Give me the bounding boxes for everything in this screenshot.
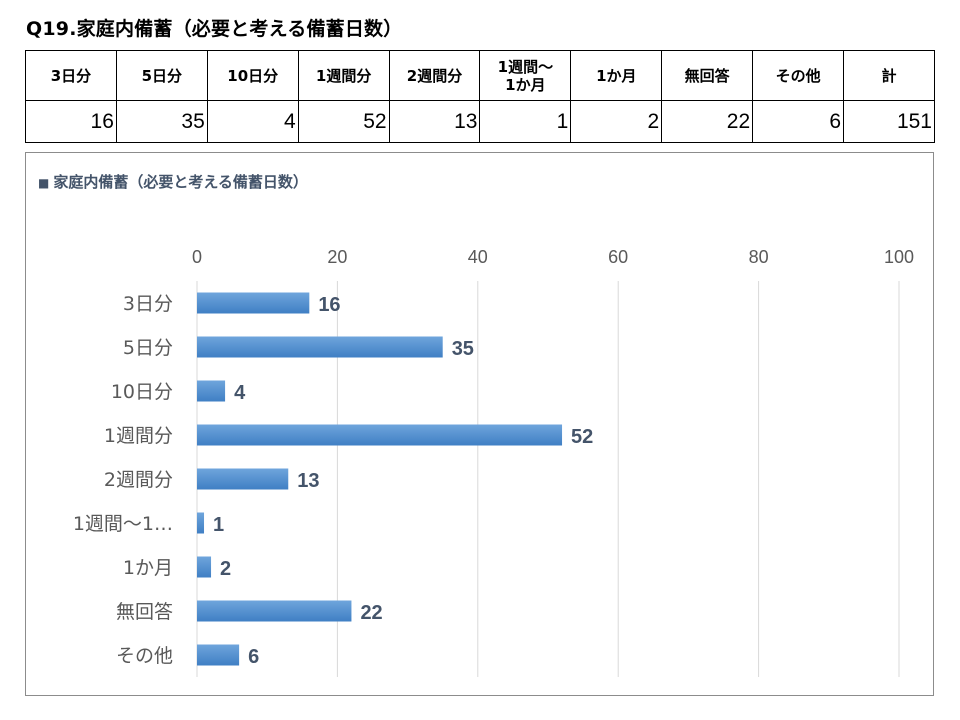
- data-label: 1: [213, 514, 224, 536]
- y-category-label: その他: [116, 645, 173, 667]
- data-label: 16: [318, 294, 340, 316]
- data-label: 35: [452, 338, 474, 360]
- data-label: 6: [248, 646, 259, 668]
- x-tick-label: 100: [884, 247, 914, 267]
- summary-value-cell: 1: [479, 100, 572, 143]
- summary-value-cell: 151: [843, 100, 935, 143]
- bar: [197, 380, 226, 402]
- y-category-label: 5日分: [123, 337, 173, 359]
- summary-value-cell: 35: [115, 100, 208, 143]
- summary-header-cell: その他: [752, 50, 845, 101]
- summary-header-cell: 3日分: [25, 50, 117, 101]
- summary-header-cell: 無回答: [661, 50, 754, 101]
- summary-header-cell: 2週間分: [388, 50, 481, 101]
- summary-value-cell: 16: [25, 100, 117, 143]
- bar: [197, 512, 205, 534]
- y-category-label: 3日分: [123, 293, 173, 315]
- x-tick-label: 40: [468, 247, 488, 267]
- x-tick-label: 60: [608, 247, 628, 267]
- summary-value-cell: 52: [297, 100, 390, 143]
- summary-header-cell: 計: [843, 50, 935, 101]
- chart-frame: ■ 家庭内備蓄（必要と考える備蓄日数） 0 20 40 60 80 100 3日分 16 5日分 3…: [25, 152, 934, 696]
- summary-value-cell: 22: [661, 100, 754, 143]
- bar: [197, 292, 310, 314]
- summary-header-row: 3日分 5日分 10日分 1週間分 2週間分 1週間〜 1か月 1か月 無回答 …: [25, 50, 935, 101]
- data-label: 2: [220, 558, 231, 580]
- y-category-label: 10日分: [111, 381, 173, 403]
- summary-header-cell: 1か月: [570, 50, 663, 101]
- y-category-label: 2週間分: [104, 469, 173, 491]
- bar: [197, 600, 352, 622]
- chart-title: ■ 家庭内備蓄（必要と考える備蓄日数）: [38, 171, 308, 192]
- summary-header-cell: 1週間〜 1か月: [479, 50, 572, 101]
- summary-value-cell: 2: [570, 100, 663, 143]
- summary-value-cell: 4: [206, 100, 299, 143]
- bar: [197, 424, 563, 446]
- chart-title-marker: ■: [38, 176, 50, 190]
- data-label: 22: [360, 602, 382, 624]
- summary-value-cell: 6: [752, 100, 845, 143]
- y-category-label: 1週間〜1…: [73, 513, 173, 535]
- summary-header-cell: 10日分: [206, 50, 299, 101]
- x-tick-label: 80: [749, 247, 769, 267]
- summary-table: 3日分 5日分 10日分 1週間分 2週間分 1週間〜 1か月 1か月 無回答 …: [25, 50, 935, 143]
- x-tick-label: 0: [192, 247, 202, 267]
- summary-value-row: 16 35 4 52 13 1 2 22 6 151: [25, 100, 935, 143]
- bar: [197, 336, 443, 358]
- summary-value-cell: 13: [388, 100, 481, 143]
- summary-header-cell: 1週間分: [297, 50, 390, 101]
- y-category-label: 1週間分: [104, 425, 173, 447]
- bar: [197, 556, 212, 578]
- bar: [197, 644, 240, 666]
- y-category-label: 無回答: [116, 601, 173, 623]
- page-title: Q19.家庭内備蓄（必要と考える備蓄日数）: [26, 18, 403, 40]
- chart-title-text: 家庭内備蓄（必要と考える備蓄日数）: [53, 173, 308, 191]
- y-category-label: 1か月: [123, 557, 173, 579]
- summary-header-cell: 5日分: [115, 50, 208, 101]
- data-label: 52: [571, 426, 593, 448]
- data-label: 13: [297, 470, 319, 492]
- data-label: 4: [234, 382, 246, 404]
- bar: [197, 468, 289, 490]
- x-tick-label: 20: [327, 247, 347, 267]
